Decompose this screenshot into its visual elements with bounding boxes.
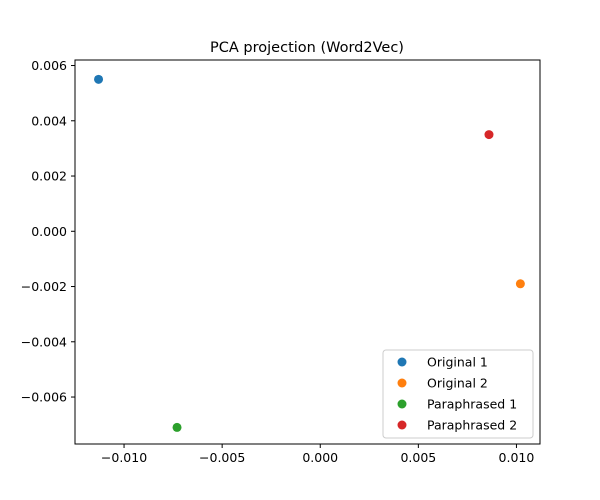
x-tick-label: −0.010 [101,450,147,465]
x-tick-label: 0.000 [302,450,338,465]
legend-label: Original 1 [427,355,488,370]
legend-label: Paraphrased 2 [427,418,517,433]
legend-label: Paraphrased 1 [427,397,517,412]
plot-area-frame [74,59,541,445]
x-tick-label: −0.005 [199,450,245,465]
y-tick-label: −0.004 [21,334,67,349]
legend-marker [397,378,407,388]
legend-marker [397,420,407,430]
legend: Original 1 Original 2 Paraphrased 1 Paraphr… [382,349,534,439]
data-point-paraphrased-2 [484,130,494,140]
x-tick-label: 0.005 [400,450,436,465]
data-point-original-1 [94,74,104,84]
y-tick-label: −0.006 [21,390,67,405]
legend-marker [397,357,407,367]
x-axis: −0.010 −0.005 0.000 0.005 0.010 [101,444,534,465]
y-tick-label: 0.002 [31,169,67,184]
y-axis: 0.006 0.004 0.002 0.000 −0.002 −0.004 −0.006 [21,58,75,405]
y-tick-label: 0.000 [31,224,67,239]
legend-label: Original 2 [427,376,488,391]
x-tick-label: 0.010 [499,450,535,465]
y-tick-label: 0.004 [31,113,67,128]
y-tick-label: 0.006 [31,58,67,73]
legend-marker [397,399,407,409]
data-point-paraphrased-1 [172,422,182,432]
data-points [94,74,525,432]
data-point-original-2 [515,279,525,289]
y-tick-label: −0.002 [21,279,67,294]
chart-title: PCA projection (Word2Vec) [210,40,404,56]
legend-box [382,349,534,439]
